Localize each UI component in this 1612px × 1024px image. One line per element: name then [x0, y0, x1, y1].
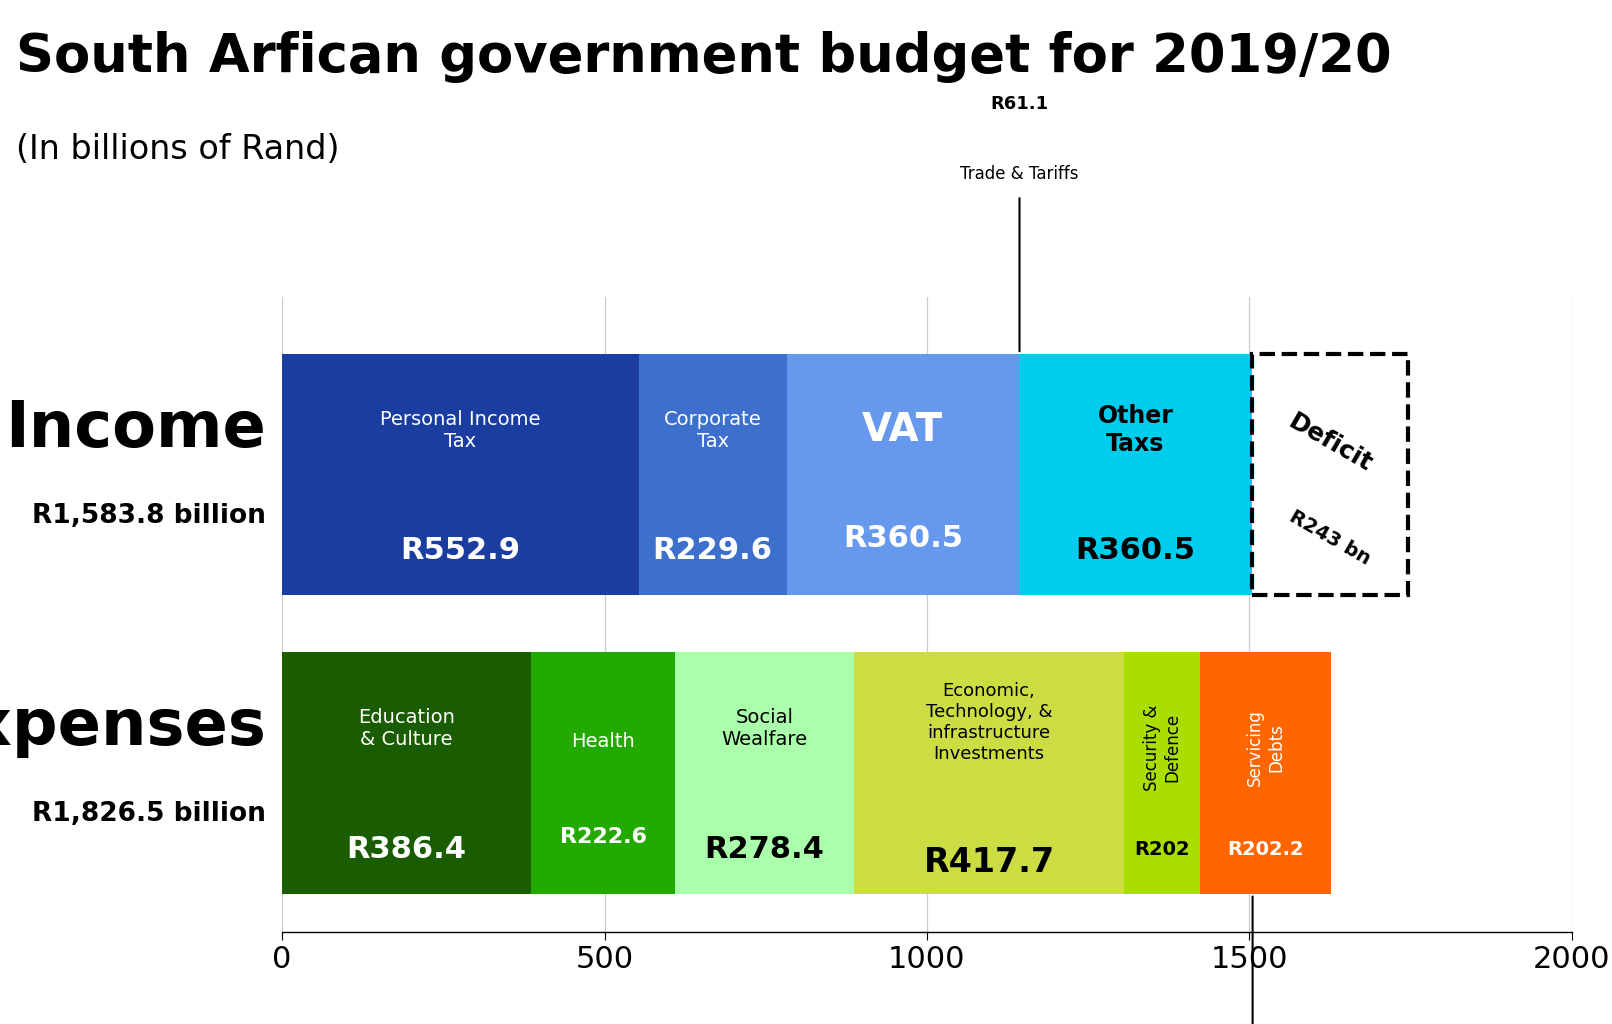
Text: R243 bn: R243 bn	[1286, 508, 1373, 569]
Bar	[1251, 354, 1409, 595]
Text: Servicing
Debts: Servicing Debts	[1246, 710, 1285, 786]
Bar	[787, 354, 1019, 595]
Text: Corporate
Tax: Corporate Tax	[664, 410, 761, 451]
Text: Education
& Culture: Education & Culture	[358, 709, 455, 750]
Text: R360.5: R360.5	[843, 523, 962, 553]
Text: R1,826.5 billion: R1,826.5 billion	[32, 801, 266, 827]
Text: Social
Wealfare: Social Wealfare	[722, 709, 808, 750]
Bar	[675, 652, 854, 894]
Text: R202.2: R202.2	[1227, 840, 1304, 859]
Text: R552.9: R552.9	[400, 537, 521, 565]
Bar	[638, 354, 787, 595]
Bar	[282, 354, 638, 595]
Bar	[1124, 652, 1201, 894]
Bar	[282, 652, 532, 894]
Text: R229.6: R229.6	[653, 537, 772, 565]
Bar	[532, 652, 675, 894]
Text: (In billions of Rand): (In billions of Rand)	[16, 133, 340, 166]
Text: R222.6: R222.6	[559, 826, 646, 847]
Text: Security &
Defence: Security & Defence	[1143, 705, 1182, 791]
Text: R1,583.8 billion: R1,583.8 billion	[32, 503, 266, 528]
Text: R417.7: R417.7	[924, 846, 1054, 879]
Text: Trade & Tariffs: Trade & Tariffs	[961, 165, 1078, 182]
Text: Health: Health	[571, 732, 635, 751]
Text: Income: Income	[5, 397, 266, 460]
Text: VAT: VAT	[862, 412, 943, 450]
Bar	[854, 652, 1124, 894]
Text: Personal Income
Tax: Personal Income Tax	[380, 410, 540, 451]
Text: R386.4: R386.4	[347, 835, 467, 864]
Bar	[1019, 354, 1251, 595]
Text: South Arfican government budget for 2019/20: South Arfican government budget for 2019…	[16, 31, 1391, 83]
Text: Deficit: Deficit	[1283, 410, 1377, 476]
Text: Expenses: Expenses	[0, 696, 266, 758]
Text: R360.5: R360.5	[1075, 537, 1196, 565]
Bar	[1201, 652, 1332, 894]
Text: Economic,
Technology, &
infrastructure
Investments: Economic, Technology, & infrastructure I…	[925, 682, 1053, 763]
Text: R202: R202	[1135, 840, 1190, 859]
Text: R61.1: R61.1	[990, 95, 1048, 113]
Text: Other
Taxs: Other Taxs	[1098, 404, 1174, 456]
Text: R278.4: R278.4	[704, 835, 824, 864]
